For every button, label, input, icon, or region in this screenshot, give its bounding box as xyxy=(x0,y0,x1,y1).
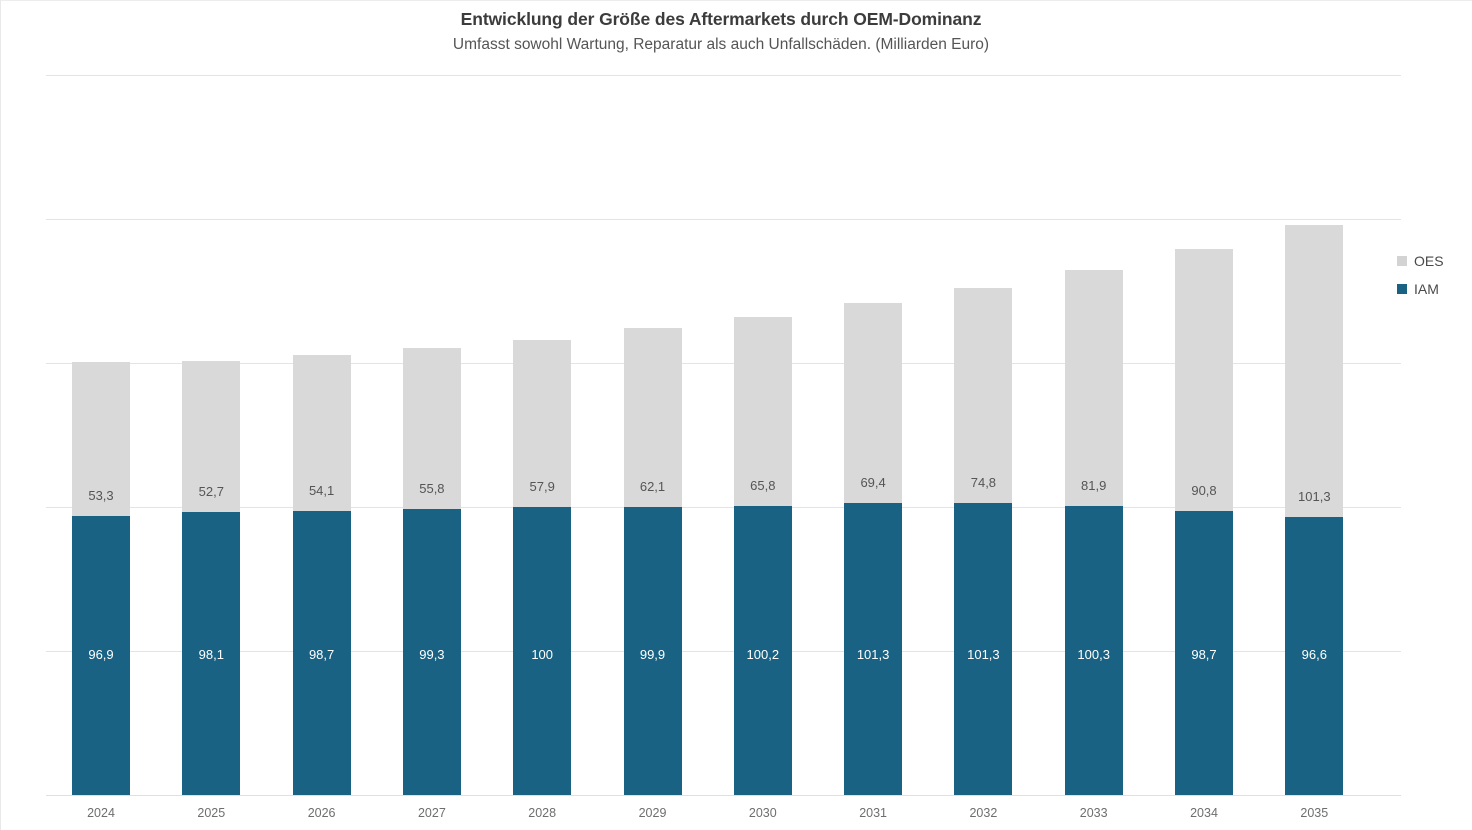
chart-legend: OES IAM xyxy=(1397,247,1444,303)
x-axis-tick-label: 2027 xyxy=(417,806,446,820)
bar-value-label-iam: 100,2 xyxy=(746,647,780,662)
x-axis-tick-label: 2034 xyxy=(1190,806,1218,820)
chart-subtitle: Umfasst sowohl Wartung, Reparatur als au… xyxy=(452,35,990,53)
bar-group[interactable]: 52,7 98,1 xyxy=(182,360,241,795)
bar-value-label-oes: 52,7 xyxy=(198,484,224,500)
chart-title: Entwicklung der Größe des Aftermarkets d… xyxy=(460,9,982,29)
bar-group[interactable]: 69,4 101,3 xyxy=(844,303,903,795)
bar-segment-oes[interactable]: 53,3 xyxy=(72,362,130,516)
gridline xyxy=(46,795,1401,796)
bar-segment-iam[interactable]: 98,1 xyxy=(182,512,241,795)
bar-group[interactable]: 65,8 100,2 xyxy=(733,316,792,795)
bar-segment-iam[interactable]: 100,2 xyxy=(733,506,792,795)
bar-value-label-iam: 101,3 xyxy=(967,647,1000,662)
bars-layer: 53,3 96,9 52,7 98,1 54,1 98,7 55,8 99,3 57,9 100 6… xyxy=(46,75,1401,795)
legend-swatch-icon xyxy=(1397,256,1407,266)
bar-segment-iam[interactable]: 96,9 xyxy=(72,515,130,795)
bar-value-label-oes: 81,9 xyxy=(1081,478,1107,494)
bar-value-label-oes: 54,1 xyxy=(308,482,335,498)
bar-segment-iam[interactable]: 98,7 xyxy=(292,510,351,795)
gridline xyxy=(46,507,1401,508)
bar-value-label-iam: 96,6 xyxy=(1301,647,1327,662)
bar-value-label-oes: 62,1 xyxy=(639,479,666,495)
bar-segment-oes[interactable]: 101,3 xyxy=(1285,225,1344,517)
bar-group[interactable]: 90,8 98,7 xyxy=(1175,249,1233,795)
x-axis-tick-label: 2029 xyxy=(638,806,667,820)
bar-group[interactable]: 81,9 100,3 xyxy=(1064,270,1123,795)
bar-value-label-iam: 98,7 xyxy=(1191,647,1217,662)
bar-segment-oes[interactable]: 90,8 xyxy=(1175,249,1233,511)
x-axis-tick-label: 2033 xyxy=(1079,806,1108,820)
x-axis-tick-label: 2028 xyxy=(528,806,557,820)
gridline xyxy=(46,75,1401,76)
legend-label: IAM xyxy=(1414,281,1439,297)
legend-swatch-icon xyxy=(1397,284,1407,294)
x-axis-tick-label: 2032 xyxy=(969,806,998,820)
bar-segment-oes[interactable]: 69,4 xyxy=(844,303,903,504)
x-axis-tick-label: 2024 xyxy=(87,806,115,820)
bar-segment-iam[interactable]: 101,3 xyxy=(954,503,1013,795)
bar-segment-iam[interactable]: 98,7 xyxy=(1175,510,1233,795)
bar-value-label-oes: 55,8 xyxy=(419,481,445,497)
bar-group[interactable]: 62,1 99,9 xyxy=(623,328,682,795)
x-axis-tick-label: 2030 xyxy=(748,806,777,820)
bar-group[interactable]: 53,3 96,9 xyxy=(72,362,130,795)
legend-item-oes[interactable]: OES xyxy=(1397,247,1444,275)
bar-group[interactable]: 101,3 96,6 xyxy=(1285,225,1344,795)
bar-segment-oes[interactable]: 81,9 xyxy=(1064,270,1123,507)
bar-value-label-iam: 99,3 xyxy=(419,647,445,662)
bar-value-label-iam: 100,3 xyxy=(1077,647,1110,662)
x-axis-tick-label: 2026 xyxy=(307,806,336,820)
bar-segment-iam[interactable]: 101,3 xyxy=(844,503,903,795)
bar-value-label-iam: 98,1 xyxy=(198,647,224,662)
bar-value-label-oes: 69,4 xyxy=(860,475,886,491)
bar-value-label-oes: 65,8 xyxy=(750,478,776,494)
bar-segment-oes[interactable]: 65,8 xyxy=(733,316,792,507)
bar-segment-oes[interactable]: 74,8 xyxy=(954,287,1013,504)
gridline xyxy=(46,219,1401,220)
bar-group[interactable]: 55,8 99,3 xyxy=(402,348,461,795)
x-axis: 2024 2025 2026 2027 2028 2029 2030 2031 2032 2033… xyxy=(46,801,1401,829)
chart-header: Entwicklung der Größe des Aftermarkets d… xyxy=(1,9,1472,55)
bar-segment-oes[interactable]: 52,7 xyxy=(182,360,241,513)
bar-group[interactable]: 74,8 101,3 xyxy=(954,287,1013,795)
bar-segment-oes[interactable]: 57,9 xyxy=(513,340,572,507)
bar-value-label-oes: 74,8 xyxy=(970,475,997,491)
legend-item-iam[interactable]: IAM xyxy=(1397,275,1444,303)
bar-value-label-iam: 99,9 xyxy=(639,647,666,662)
bar-value-label-oes: 90,8 xyxy=(1191,482,1217,498)
bar-value-label-oes: 101,3 xyxy=(1298,488,1331,504)
gridline xyxy=(46,363,1401,364)
bar-segment-oes[interactable]: 54,1 xyxy=(292,354,351,511)
gridline xyxy=(46,651,1401,652)
bar-value-label-iam: 98,7 xyxy=(308,647,335,662)
bar-group[interactable]: 54,1 98,7 xyxy=(292,354,351,795)
plot-area: 050100150200250 xyxy=(46,75,1401,796)
bar-value-label-iam: 101,3 xyxy=(856,647,890,662)
bar-segment-oes[interactable]: 55,8 xyxy=(402,348,461,510)
bar-value-label-oes: 53,3 xyxy=(88,487,114,503)
x-axis-tick-label: 2025 xyxy=(197,806,226,820)
bar-segment-iam[interactable]: 100 xyxy=(513,507,572,795)
bar-segment-iam[interactable]: 99,9 xyxy=(623,507,682,795)
x-axis-tick-label: 2031 xyxy=(859,806,887,820)
bar-segment-iam[interactable]: 96,6 xyxy=(1285,516,1344,795)
bar-group[interactable]: 57,9 100 xyxy=(513,340,572,795)
legend-label: OES xyxy=(1414,253,1444,269)
bar-segment-oes[interactable]: 62,1 xyxy=(623,328,682,508)
x-axis-tick-label: 2035 xyxy=(1300,806,1329,820)
bar-value-label-iam: 100 xyxy=(531,647,554,662)
bar-value-label-oes: 57,9 xyxy=(529,479,555,494)
bar-value-label-iam: 96,9 xyxy=(88,647,114,662)
bar-segment-iam[interactable]: 99,3 xyxy=(402,509,461,795)
bar-segment-iam[interactable]: 100,3 xyxy=(1064,506,1123,795)
